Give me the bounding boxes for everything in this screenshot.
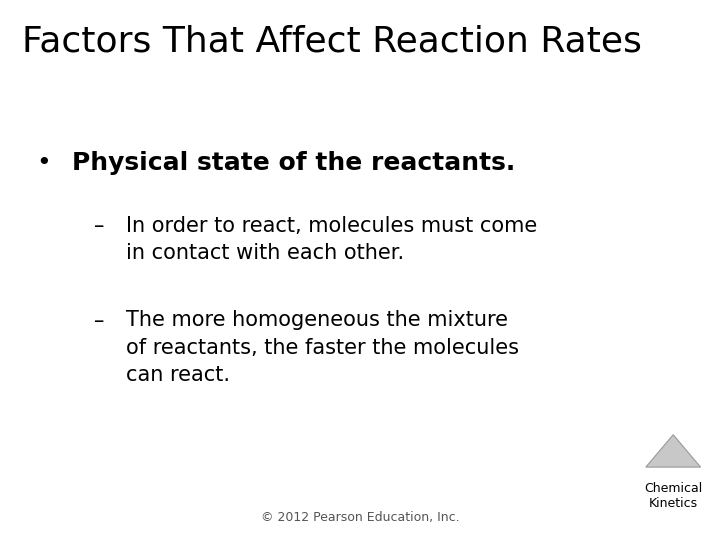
Text: In order to react, molecules must come
in contact with each other.: In order to react, molecules must come i…	[126, 216, 537, 263]
Text: •: •	[36, 151, 50, 175]
Text: © 2012 Pearson Education, Inc.: © 2012 Pearson Education, Inc.	[261, 511, 459, 524]
Text: –: –	[94, 216, 104, 236]
Text: Factors That Affect Reaction Rates: Factors That Affect Reaction Rates	[22, 24, 642, 58]
Text: The more homogeneous the mixture
of reactants, the faster the molecules
can reac: The more homogeneous the mixture of reac…	[126, 310, 519, 385]
Text: –: –	[94, 310, 104, 330]
Text: Chemical
Kinetics: Chemical Kinetics	[644, 482, 702, 510]
Text: Physical state of the reactants.: Physical state of the reactants.	[72, 151, 516, 175]
Polygon shape	[646, 435, 701, 467]
